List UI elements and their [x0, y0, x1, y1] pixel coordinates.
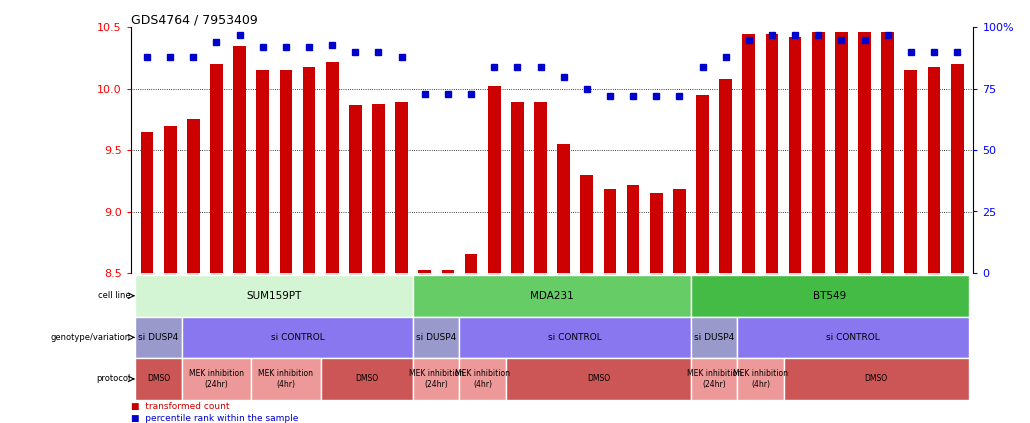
Bar	[459, 358, 506, 400]
Text: ■  percentile rank within the sample: ■ percentile rank within the sample	[131, 414, 299, 423]
Bar	[349, 105, 362, 273]
Text: DMSO: DMSO	[864, 374, 888, 383]
Bar	[135, 275, 413, 316]
Text: DMSO: DMSO	[147, 374, 170, 383]
Bar	[396, 102, 408, 273]
Bar	[413, 275, 691, 316]
Bar	[135, 358, 181, 400]
Bar	[858, 33, 871, 273]
Bar	[835, 33, 848, 273]
Bar	[181, 358, 251, 400]
Bar	[325, 62, 339, 273]
Bar	[765, 34, 779, 273]
Text: si CONTROL: si CONTROL	[548, 333, 603, 342]
Bar	[141, 132, 153, 273]
Bar	[418, 270, 432, 273]
Text: protocol: protocol	[96, 374, 131, 383]
Bar	[320, 358, 413, 400]
Bar	[691, 316, 737, 358]
Bar	[928, 67, 940, 273]
Bar	[535, 102, 547, 273]
Text: si CONTROL: si CONTROL	[271, 333, 324, 342]
Bar	[186, 120, 200, 273]
Bar	[303, 67, 315, 273]
Text: si DUSP4: si DUSP4	[694, 333, 734, 342]
Text: MEK inhibition
(4hr): MEK inhibition (4hr)	[259, 369, 313, 389]
Bar	[135, 316, 181, 358]
Text: si DUSP4: si DUSP4	[138, 333, 179, 342]
Bar	[650, 193, 662, 273]
Bar	[506, 358, 691, 400]
Bar	[737, 358, 784, 400]
Bar	[279, 71, 293, 273]
Text: MEK inhibition
(24hr): MEK inhibition (24hr)	[188, 369, 244, 389]
Bar	[882, 33, 894, 273]
Text: DMSO: DMSO	[355, 374, 378, 383]
Bar	[256, 71, 269, 273]
Bar	[673, 190, 686, 273]
Bar	[181, 316, 413, 358]
Bar	[626, 184, 640, 273]
Bar	[737, 316, 969, 358]
Bar	[691, 275, 969, 316]
Bar	[459, 316, 691, 358]
Bar	[604, 190, 616, 273]
Text: SUM159PT: SUM159PT	[246, 291, 302, 301]
Bar	[691, 358, 737, 400]
Bar	[465, 255, 478, 273]
Bar	[442, 270, 454, 273]
Bar	[951, 64, 963, 273]
Bar	[696, 95, 709, 273]
Bar	[812, 33, 825, 273]
Bar	[372, 104, 385, 273]
Text: MEK inhibition
(4hr): MEK inhibition (4hr)	[733, 369, 788, 389]
Bar	[164, 126, 176, 273]
Text: si CONTROL: si CONTROL	[826, 333, 880, 342]
Bar	[784, 358, 969, 400]
Bar	[210, 64, 222, 273]
Text: GDS4764 / 7953409: GDS4764 / 7953409	[131, 14, 258, 26]
Bar	[557, 144, 570, 273]
Text: si DUSP4: si DUSP4	[416, 333, 456, 342]
Text: cell line: cell line	[98, 291, 131, 300]
Bar	[581, 175, 593, 273]
Bar	[511, 102, 523, 273]
Bar	[743, 34, 755, 273]
Text: MDA231: MDA231	[530, 291, 574, 301]
Bar	[789, 37, 801, 273]
Bar	[233, 46, 246, 273]
Text: genotype/variation: genotype/variation	[50, 333, 131, 342]
Text: ■  transformed count: ■ transformed count	[131, 402, 230, 412]
Text: BT549: BT549	[814, 291, 847, 301]
Bar	[904, 71, 918, 273]
Bar	[719, 79, 732, 273]
Bar	[413, 358, 459, 400]
Text: DMSO: DMSO	[587, 374, 610, 383]
Text: MEK inhibition
(24hr): MEK inhibition (24hr)	[687, 369, 742, 389]
Bar	[488, 86, 501, 273]
Bar	[413, 316, 459, 358]
Text: MEK inhibition
(24hr): MEK inhibition (24hr)	[409, 369, 464, 389]
Text: MEK inhibition
(4hr): MEK inhibition (4hr)	[455, 369, 510, 389]
Bar	[251, 358, 320, 400]
